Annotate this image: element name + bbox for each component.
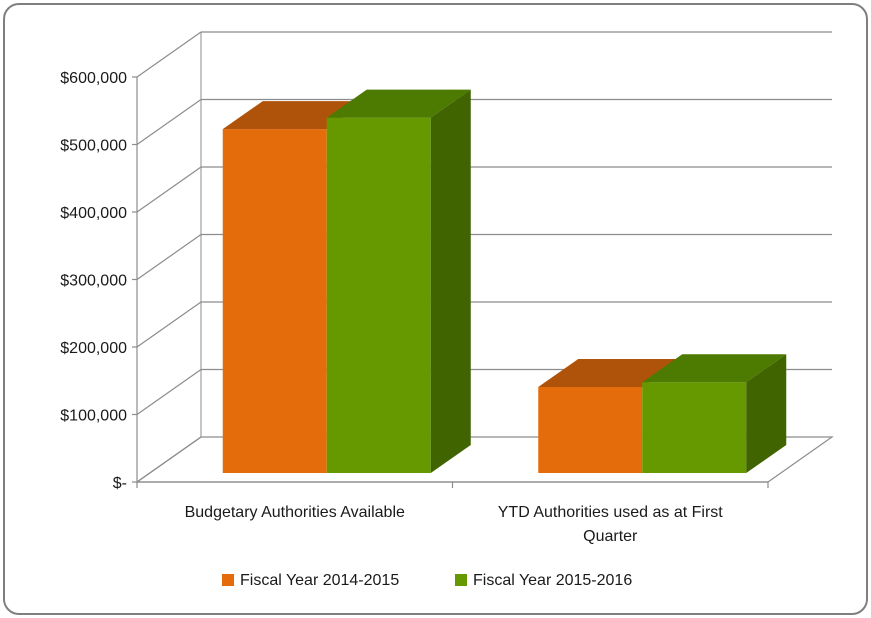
x-category-labels: Budgetary Authorities Available YTD Autho… <box>185 504 724 545</box>
bars <box>222 89 787 473</box>
gridline-diagonal <box>136 99 202 145</box>
x-category-label: Quarter <box>583 528 638 545</box>
y-tick-label: $600,000 <box>60 70 127 87</box>
y-tick-label: $- <box>113 475 127 492</box>
bar-side <box>746 354 787 473</box>
y-tick-label: $200,000 <box>60 340 127 357</box>
y-tick-label: $100,000 <box>60 408 127 425</box>
y-tick-labels: $- $100,000 $200,000 $300,000 $400,000 $500,0… <box>60 70 127 492</box>
x-category-label: YTD Authorities used as at First <box>498 504 724 521</box>
bar <box>538 386 643 473</box>
gridline-diagonal <box>136 234 202 280</box>
y-tick-label: $400,000 <box>60 205 127 222</box>
bar <box>642 382 747 473</box>
gridline-diagonal <box>136 166 202 213</box>
bar-side <box>430 89 471 473</box>
x-category-label: Budgetary Authorities Available <box>185 504 405 521</box>
bar-top <box>326 89 471 118</box>
legend: Fiscal Year 2014-2015 Fiscal Year 2015-20… <box>222 572 632 589</box>
axes <box>132 76 834 488</box>
gridline-diagonal <box>136 369 202 415</box>
legend-label: Fiscal Year 2015-2016 <box>473 572 632 589</box>
legend-swatch <box>455 574 467 586</box>
gridline-diagonal <box>136 31 202 78</box>
legend-label: Fiscal Year 2014-2015 <box>240 572 399 589</box>
bar <box>222 129 327 473</box>
legend-swatch <box>222 574 234 586</box>
y-tick-label: $300,000 <box>60 273 127 290</box>
bar-top <box>642 354 787 383</box>
bar <box>326 117 431 473</box>
y-tick-label: $500,000 <box>60 138 127 155</box>
gridline-diagonal <box>136 301 202 348</box>
